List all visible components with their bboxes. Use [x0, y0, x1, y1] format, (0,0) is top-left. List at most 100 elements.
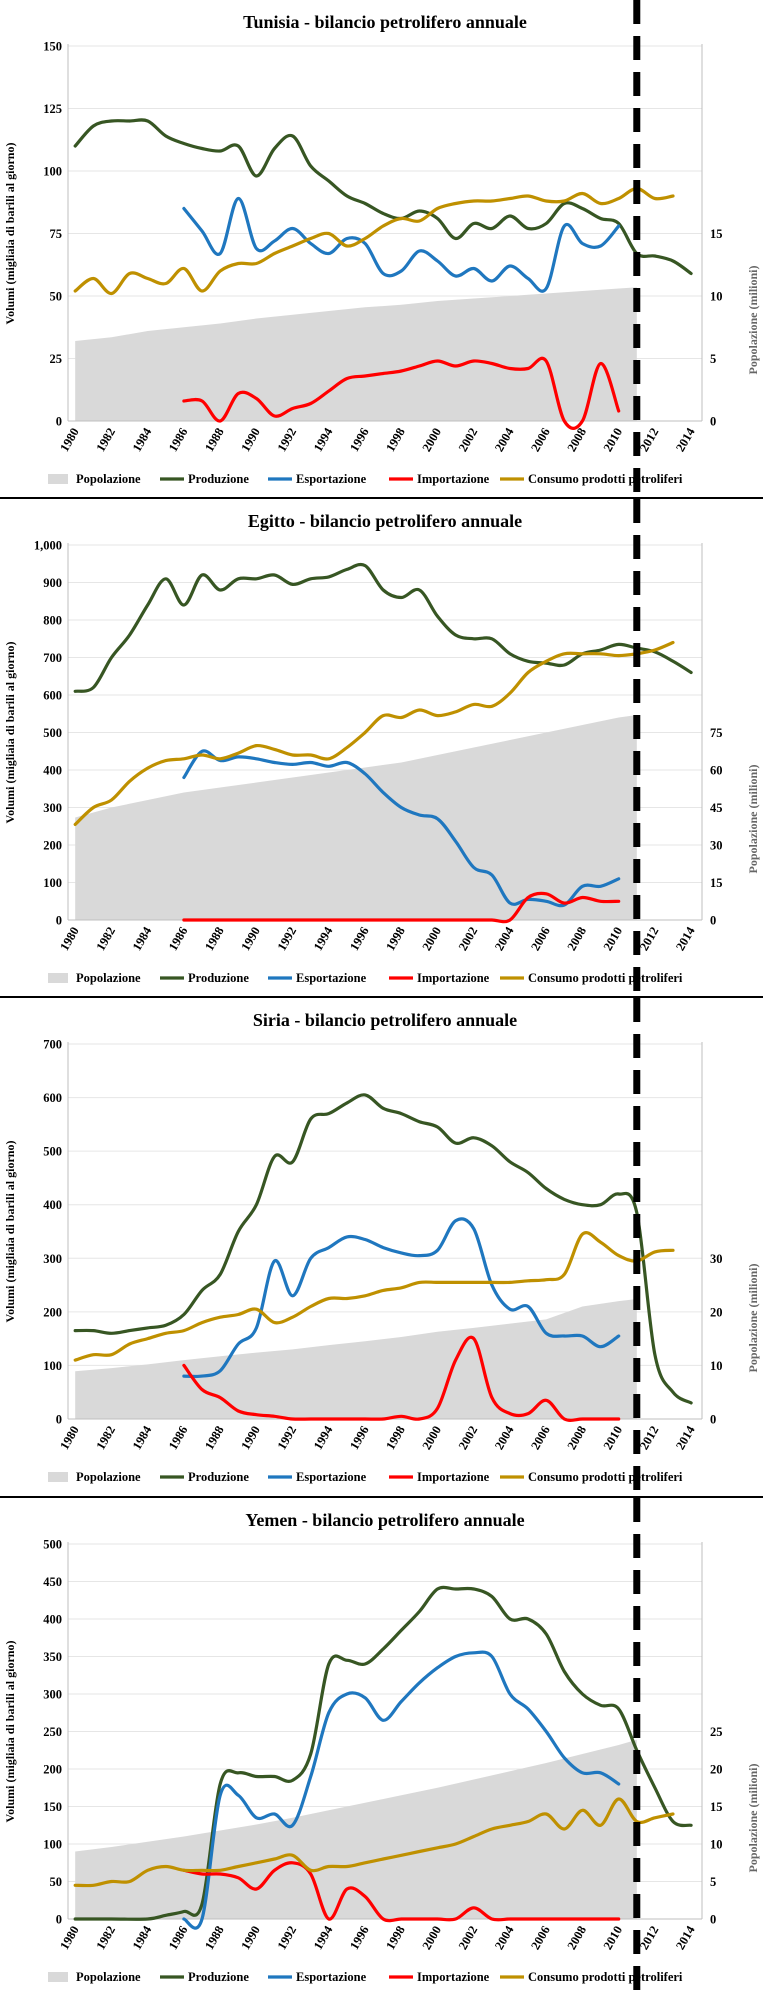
- y-axis-title: Volumi (migliaia di barili al giorno): [3, 1141, 17, 1323]
- y2-tick-label: 45: [710, 801, 723, 815]
- x-tick-label: 2002: [456, 925, 481, 954]
- y2-tick-label: 10: [710, 1359, 723, 1373]
- chart-panel-egitto: Egitto - bilancio petrolifero annuale 0 10…: [0, 499, 763, 997]
- x-tick-label: 2010: [601, 426, 626, 455]
- y2-tick-label: 60: [710, 764, 723, 778]
- x-tick-label: 2010: [601, 1424, 626, 1453]
- y2-tick-label: 5: [710, 1875, 716, 1889]
- x-tick-label: 2008: [564, 1924, 589, 1953]
- x-tick-label: 1982: [93, 1424, 118, 1453]
- series-line-esportazione: [182, 749, 621, 908]
- chart-title: Egitto - bilancio petrolifero annuale: [248, 511, 522, 531]
- x-tick-label: 2012: [637, 426, 662, 455]
- legend-item-consumo-prodotti-petroliferi: Consumo prodotti petroliferi: [500, 971, 683, 985]
- x-tick-label: 2012: [637, 1924, 662, 1953]
- x-tick-label: 1988: [202, 925, 227, 954]
- y-tick-label: 600: [43, 689, 62, 703]
- legend-swatch: [48, 973, 68, 983]
- x-tick-label: 2002: [456, 1924, 481, 1953]
- y2-tick-label: 25: [710, 1725, 723, 1739]
- y-tick-label: 100: [43, 165, 62, 179]
- series-area-popolazione: [75, 1299, 637, 1419]
- x-tick-label: 1986: [166, 1924, 191, 1953]
- y-tick-label: 0: [56, 1413, 62, 1427]
- series-line-produzione: [73, 1093, 693, 1405]
- y-tick-label: 250: [43, 1725, 62, 1739]
- x-tick-label: 1984: [130, 1923, 155, 1952]
- series-line-consumo-prodotti-petroliferi: [73, 186, 675, 296]
- y2-axis-title: Popolazione (milioni): [746, 1764, 760, 1873]
- x-tick-label: 1986: [166, 1424, 191, 1453]
- chart-yemen: Yemen - bilancio petrolifero annuale0501…: [3, 1498, 760, 1996]
- chart-panel-yemen: Yemen - bilancio petrolifero annuale 0 50 1…: [0, 1498, 763, 1996]
- x-tick-label: 1990: [238, 1924, 263, 1953]
- series-line-consumo-prodotti-petroliferi: [73, 1231, 675, 1362]
- y-tick-label: 200: [43, 1305, 62, 1319]
- x-tick-label: 1994: [311, 1923, 336, 1952]
- legend-item-produzione: Produzione: [160, 472, 249, 486]
- legend-item-importazione: Importazione: [389, 971, 490, 985]
- x-tick-label: 1988: [202, 426, 227, 455]
- x-tick-label: 1986: [166, 426, 191, 455]
- y2-tick-label: 10: [710, 290, 723, 304]
- chart-egitto: Egitto - bilancio petrolifero annuale 0 10…: [3, 499, 760, 997]
- series-line-consumo-prodotti-petroliferi: [73, 1797, 675, 1888]
- x-tick-label: 1980: [57, 925, 82, 954]
- legend-item-produzione: Produzione: [160, 971, 249, 985]
- legend-item-consumo-prodotti-petroliferi: Consumo prodotti petroliferi: [500, 1470, 683, 1484]
- x-tick-label: 1994: [311, 425, 336, 454]
- legend-item-consumo-prodotti-petroliferi: Consumo prodotti petroliferi: [500, 472, 683, 486]
- y2-tick-label: 75: [710, 726, 723, 740]
- legend-item-importazione: Importazione: [389, 472, 490, 486]
- x-tick-label: 1992: [275, 1924, 300, 1953]
- series-line-produzione: [73, 562, 693, 693]
- x-tick-label: 2006: [528, 1424, 553, 1453]
- x-tick-label: 2004: [492, 425, 517, 454]
- legend-label: Produzione: [188, 472, 249, 486]
- y2-tick-label: 15: [710, 876, 723, 890]
- x-tick-label: 2008: [564, 925, 589, 954]
- legend-label: Esportazione: [296, 971, 367, 985]
- x-tick-label: 1984: [130, 1423, 155, 1452]
- x-tick-label: 1982: [93, 426, 118, 455]
- y-tick-label: 125: [43, 102, 62, 116]
- series-line-consumo-prodotti-petroliferi: [73, 640, 675, 826]
- x-tick-label: 1992: [275, 426, 300, 455]
- chart-tunisia: Tunisia - bilancio petrolifero annuale02…: [3, 0, 760, 498]
- series-line-produzione: [73, 118, 693, 276]
- chart-title: Siria - bilancio petrolifero annuale: [253, 1010, 517, 1030]
- x-tick-label: 2000: [420, 426, 445, 455]
- legend-label: Importazione: [417, 1970, 490, 1984]
- legend-swatch: [48, 1472, 68, 1482]
- chart-panel-siria: Siria - bilancio petrolifero annuale 0 100…: [0, 998, 763, 1496]
- legend-label: Importazione: [417, 971, 490, 985]
- legend-label: Popolazione: [76, 1470, 141, 1484]
- y-tick-label: 500: [43, 1538, 62, 1552]
- chart-title: Tunisia - bilancio petrolifero annuale: [243, 12, 527, 32]
- series-area-popolazione: [75, 715, 637, 920]
- y-axis-title: Volumi (migliaia di barili al giorno): [3, 143, 17, 325]
- y2-tick-label: 20: [710, 1763, 723, 1777]
- legend-label: Esportazione: [296, 1470, 367, 1484]
- x-tick-label: 2004: [492, 1423, 517, 1452]
- x-tick-label: 2000: [420, 1924, 445, 1953]
- legend-item-importazione: Importazione: [389, 1970, 490, 1984]
- series-line-esportazione: [182, 196, 621, 293]
- legend-item-esportazione: Esportazione: [268, 1970, 367, 1984]
- legend-swatch: [48, 1972, 68, 1982]
- series-line-importazione: [182, 356, 621, 430]
- y-tick-label: 700: [43, 651, 62, 665]
- legend-item-produzione: Produzione: [160, 1970, 249, 1984]
- y-tick-label: 100: [43, 1838, 62, 1852]
- x-tick-label: 1996: [347, 426, 372, 455]
- x-tick-label: 2002: [456, 426, 481, 455]
- x-tick-label: 1994: [311, 924, 336, 953]
- legend-label: Importazione: [417, 1470, 490, 1484]
- legend-label: Consumo prodotti petroliferi: [528, 1970, 683, 1984]
- x-tick-label: 2006: [528, 1924, 553, 1953]
- y-tick-label: 0: [56, 1913, 62, 1927]
- series-line-importazione: [182, 1335, 621, 1422]
- y-tick-label: 50: [50, 290, 63, 304]
- y-tick-label: 300: [43, 801, 62, 815]
- y-tick-label: 300: [43, 1252, 62, 1266]
